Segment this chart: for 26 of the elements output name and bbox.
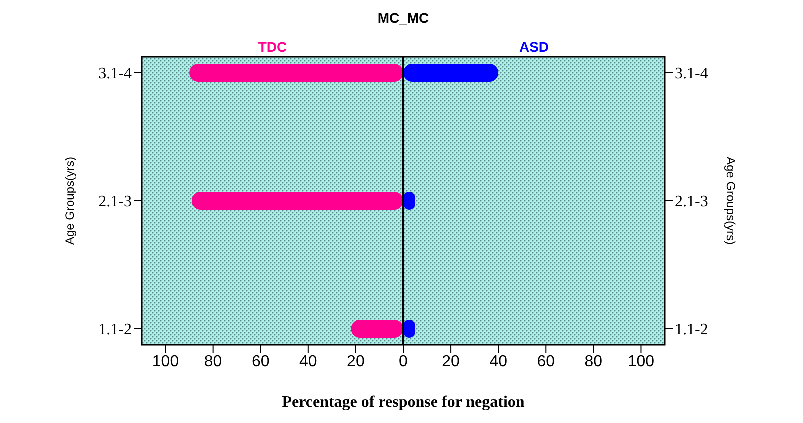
y2-axis-title: Age Groups(yrs) [724,156,738,248]
y-tick-label: 3.1-4 [98,66,132,83]
x-tick-label: 20 [347,353,365,370]
x-tick-label: 100 [628,353,655,370]
x-tick-label: 0 [399,353,408,370]
x-tick-label: 40 [490,353,508,370]
x-tick-label: 40 [300,353,318,370]
y-tick-label: 2.1-3 [98,194,132,211]
category-label: 3.1-4 [675,66,708,83]
bar [190,64,404,82]
chart-title: MC_MC [376,10,430,26]
x-tick-label: 60 [252,353,270,370]
bar [404,64,499,82]
y-axis-title: Age Groups(yrs) [63,156,77,248]
series-label: ASD [518,39,550,55]
x-axis-title: Percentage of response for negation [282,394,525,411]
x-tick-label: 60 [537,353,556,370]
category-label: 2.1-3 [675,194,708,211]
bar [192,192,404,210]
y-tick-label: 1.1-2 [98,322,132,339]
x-tick-label: 20 [442,353,460,370]
series-label: TDC [257,39,288,55]
x-tick-label: 80 [584,353,603,370]
x-tick-label: 80 [204,353,222,370]
category-label: 1.1-2 [675,322,708,339]
x-tick-label: 100 [152,353,180,370]
